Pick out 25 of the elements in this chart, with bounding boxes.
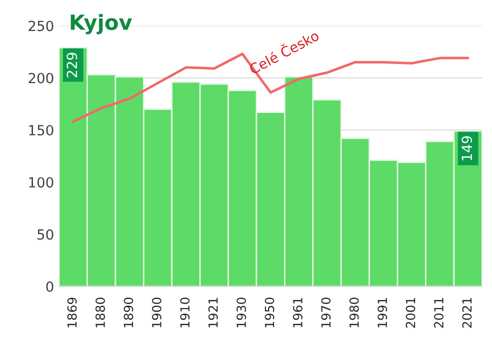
x-tick-label: 1910 — [180, 298, 190, 328]
x-tick-label: 1970 — [321, 298, 331, 328]
data-label: 149 — [462, 136, 472, 160]
x-tick-label: 2021 — [462, 298, 472, 328]
text: Celé Česko — [247, 28, 320, 75]
x-tick-label: 2001 — [406, 298, 416, 328]
y-tick-label: 250 — [28, 20, 54, 32]
x-tick-label: 1950 — [264, 298, 274, 328]
chart-title: Kyjov — [70, 14, 132, 34]
y-tick-label: 50 — [38, 229, 54, 240]
data-label: 229 — [66, 52, 78, 78]
x-tick-label: 1869 — [67, 298, 77, 328]
x-tick-label: 1880 — [96, 298, 105, 328]
y-tick-label: 150 — [29, 124, 54, 136]
x-tick-label: 1991 — [378, 298, 388, 328]
x-tick-label: 1890 — [124, 298, 134, 328]
x-tick-label: 1930 — [236, 298, 246, 328]
y-tick-label: 200 — [28, 72, 54, 84]
y-tick-label: 0 — [46, 281, 54, 292]
x-tick-label: 1961 — [292, 298, 302, 328]
x-tick-label: 2011 — [434, 298, 444, 328]
x-tick-label: 1921 — [208, 298, 218, 328]
x-tick-label: 1900 — [152, 298, 162, 328]
x-tick-label: 1980 — [349, 298, 359, 328]
y-tick-label: 100 — [29, 177, 54, 188]
